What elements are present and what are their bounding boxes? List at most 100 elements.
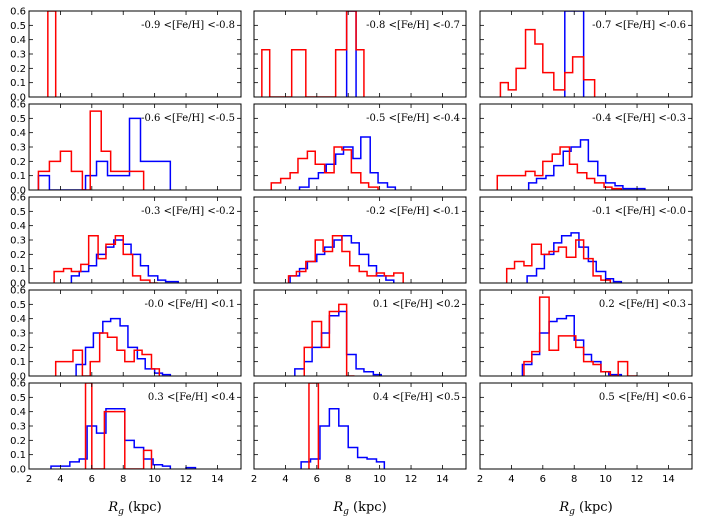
blue-histogram — [37, 117, 172, 190]
panel-9: 0.0 0.1 0.2 0.3 0.4 0.5 0.6 -0.0 <[Fe/H] <0.1 — [10, 286, 242, 383]
y-tick-label: 0.0 — [10, 279, 26, 290]
y-tick-label: 0.5 — [10, 393, 26, 404]
x-tick-label: 14 — [211, 474, 224, 485]
panel-7: -0.2 <[Fe/H] <-0.1 — [253, 196, 467, 284]
panel-8: -0.1 <[Fe/H] <-0.0 — [479, 196, 693, 284]
y-tick-label: 0.0 — [10, 186, 26, 197]
panel-data — [300, 383, 386, 469]
red-histogram — [303, 303, 355, 376]
panel-title: -0.8 <[Fe/H] <-0.7 — [366, 20, 460, 31]
blue-histogram — [70, 239, 179, 283]
red-histogram — [499, 28, 596, 97]
red-histogram — [53, 234, 158, 283]
panel-title: 0.4 <[Fe/H] <0.5 — [373, 392, 460, 403]
panel-data — [54, 317, 172, 376]
panel-data — [499, 11, 596, 97]
panel-10: 0.1 <[Fe/H] <0.2 — [253, 289, 467, 377]
y-tick-label: 0.3 — [10, 422, 26, 433]
y-tick-label: 0.4 — [10, 128, 26, 139]
y-tick-label: 0.2 — [10, 157, 26, 168]
y-tick-label: 0.1 — [10, 171, 26, 182]
x-tick-label: 12 — [631, 474, 644, 485]
panel-1: -0.8 <[Fe/H] <-0.7 — [253, 10, 467, 98]
y-tick-label: 0.1 — [10, 450, 26, 461]
x-tick-label: 12 — [180, 474, 193, 485]
x-tick-label: 10 — [373, 474, 386, 485]
y-tick-label: 0.4 — [10, 221, 26, 232]
red-histogram — [270, 146, 379, 190]
panel-data — [505, 232, 623, 283]
x-tick-label: 2 — [251, 474, 257, 485]
panel-data — [261, 11, 365, 97]
panel-0: 0.0 0.1 0.2 0.3 0.4 0.5 0.6 -0.9 <[Fe/H] <-0.8 — [10, 7, 242, 104]
blue-histogram — [300, 408, 386, 469]
x-tick-label: 4 — [282, 474, 288, 485]
x-tick-label: 14 — [662, 474, 675, 485]
panel-data — [53, 234, 179, 283]
y-tick-label: 0.5 — [10, 207, 26, 218]
panel-title: 0.5 <[Fe/H] <0.6 — [599, 392, 686, 403]
panel-title: -0.2 <[Fe/H] <-0.1 — [366, 206, 460, 217]
x-tick-label: 2 — [26, 474, 32, 485]
red-histogram — [287, 234, 404, 283]
x-axis-label-2: Rg (kpc) — [558, 500, 612, 517]
y-tick-label: 0.2 — [10, 343, 26, 354]
panel-4: -0.5 <[Fe/H] <-0.4 — [253, 103, 467, 191]
panel-14: 2 4 6 8 10 12 14 0.5 <[Fe/H] <0.6 — [477, 382, 693, 485]
y-tick-label: 0.6 — [10, 100, 26, 111]
x-tick-label: 8 — [345, 474, 351, 485]
y-tick-label: 0.0 — [10, 465, 26, 476]
y-tick-label: 0.6 — [10, 286, 26, 297]
y-tick-label: 0.2 — [10, 64, 26, 75]
red-histogram — [523, 296, 638, 376]
panel-data — [37, 110, 172, 190]
blue-histogram — [521, 315, 623, 376]
y-tick-label: 0.1 — [10, 264, 26, 275]
panel-title: 0.2 <[Fe/H] <0.3 — [599, 299, 686, 310]
x-tick-label: 8 — [571, 474, 577, 485]
panel-data — [47, 11, 57, 97]
x-tick-label: 6 — [89, 474, 95, 485]
panel-data — [294, 303, 382, 376]
red-histogram — [505, 239, 612, 283]
y-tick-label: 0.0 — [10, 372, 26, 383]
y-tick-label: 0.4 — [10, 35, 26, 46]
x-axis-label-0: Rg (kpc) — [107, 500, 161, 517]
blue-histogram — [345, 11, 357, 97]
panel-title: -0.6 <[Fe/H] <-0.5 — [141, 113, 235, 124]
panel-data — [496, 139, 646, 190]
panel-title: -0.5 <[Fe/H] <-0.4 — [366, 113, 460, 124]
red-histogram — [261, 11, 365, 97]
y-tick-label: 0.2 — [10, 250, 26, 261]
panel-title: 0.1 <[Fe/H] <0.2 — [373, 299, 460, 310]
x-tick-label: 4 — [57, 474, 63, 485]
red-histogram — [496, 146, 623, 190]
panel-data — [270, 136, 397, 190]
panel-5: -0.4 <[Fe/H] <-0.3 — [479, 103, 693, 191]
panel-13: 2 4 6 8 10 12 14 0.4 <[Fe/H] <0.5 — [251, 382, 467, 485]
y-tick-label: 0.5 — [10, 21, 26, 32]
red-histogram — [37, 110, 145, 190]
y-tick-label: 0.4 — [10, 407, 26, 418]
y-tick-label: 0.3 — [10, 143, 26, 154]
panel-6: 0.0 0.1 0.2 0.3 0.4 0.5 0.6 -0.3 <[Fe/H] <-0.2 — [10, 193, 242, 290]
panel-data — [287, 234, 404, 283]
panel-2: -0.7 <[Fe/H] <-0.6 — [479, 10, 693, 98]
panel-title: -0.1 <[Fe/H] <-0.0 — [592, 206, 686, 217]
x-tick-label: 6 — [314, 474, 320, 485]
panel-title: -0.3 <[Fe/H] <-0.2 — [141, 206, 235, 217]
red-histogram — [308, 383, 320, 469]
y-tick-label: 0.5 — [10, 114, 26, 125]
y-tick-label: 0.3 — [10, 236, 26, 247]
panel-12: 0.0 0.1 0.2 0.3 0.4 0.5 0.6 2 4 6 8 10 12 14 0.3 <[Fe/… — [10, 379, 242, 485]
x-tick-label: 12 — [405, 474, 418, 485]
x-tick-label: 6 — [540, 474, 546, 485]
x-tick-label: 10 — [599, 474, 612, 485]
y-tick-label: 0.1 — [10, 78, 26, 89]
y-tick-label: 0.0 — [10, 93, 26, 104]
panel-11: 0.2 <[Fe/H] <0.3 — [479, 289, 693, 377]
blue-histogram — [564, 11, 585, 97]
y-tick-label: 0.5 — [10, 300, 26, 311]
red-histogram — [47, 11, 57, 97]
blue-histogram — [526, 232, 623, 283]
